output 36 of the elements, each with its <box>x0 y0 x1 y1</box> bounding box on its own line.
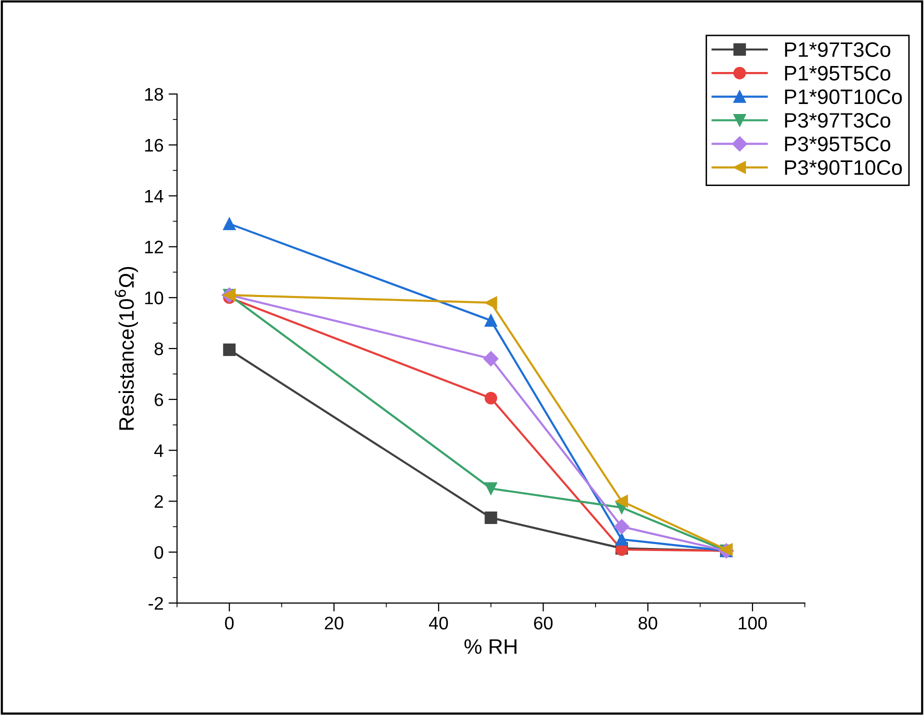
x-axis-title: % RH <box>464 639 516 654</box>
x-tick-label: 100 <box>738 616 767 630</box>
legend-label: P3*95T5Co <box>785 136 890 152</box>
y-tick-label: 18 <box>145 88 164 101</box>
point <box>614 519 630 534</box>
point <box>223 218 236 230</box>
y-axis-title: Resistance(10$^{6}$Ω) <box>114 267 138 430</box>
point <box>484 512 498 524</box>
y-tick-label: 16 <box>145 138 164 152</box>
y-tick-label: 0 <box>154 546 164 559</box>
y-tick-label: 6 <box>154 393 164 406</box>
legend-label: P3*97T3Co <box>785 113 890 128</box>
legend-label: P1*95T5Co <box>785 66 890 81</box>
legend-label: P3*90T10Co <box>785 160 902 175</box>
x-tick-label: 40 <box>428 616 448 630</box>
y-tick-label: 14 <box>145 190 164 202</box>
point <box>223 344 236 356</box>
legend-label: P1*90T10Co <box>785 89 902 104</box>
x-tick-label: 20 <box>324 616 344 630</box>
y-tick-label: 12 <box>145 240 163 254</box>
point <box>484 482 498 495</box>
x-tick-label: 80 <box>638 616 658 630</box>
legend-label: P1*97T3Co <box>785 42 890 57</box>
y-tick-label: -2 <box>148 596 163 610</box>
point <box>615 533 628 546</box>
x-tick-label: 0 <box>225 616 234 630</box>
x-tick-label: 60 <box>534 616 553 630</box>
y-tick-label: 8 <box>154 342 164 356</box>
y-tick-label: 4 <box>154 444 164 457</box>
point <box>484 314 498 327</box>
y-tick-label: 10 <box>145 292 164 304</box>
point <box>484 296 498 309</box>
point <box>615 494 628 508</box>
point <box>483 351 498 366</box>
point <box>484 392 498 404</box>
y-tick-label: 2 <box>154 495 163 508</box>
